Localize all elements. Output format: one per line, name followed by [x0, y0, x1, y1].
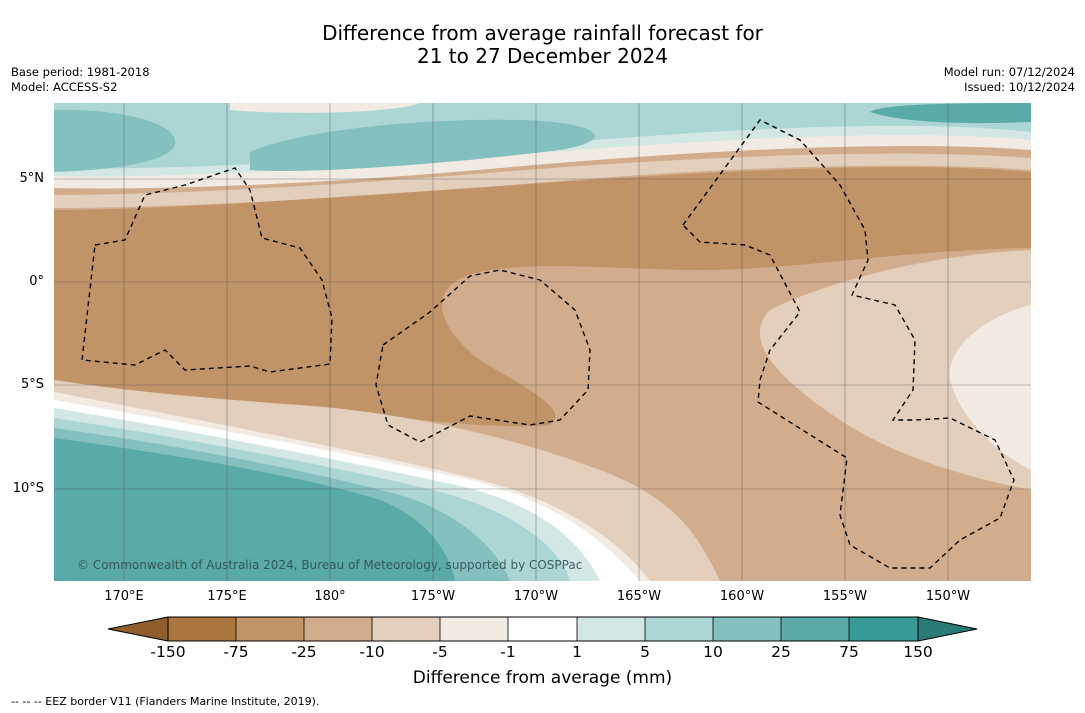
band-wet-anomaly-core	[949, 305, 1031, 470]
lon-label-150w: 150°W	[925, 589, 971, 604]
eez-kiribati-gilbert	[81, 167, 333, 373]
lat-label-5s: 5°S	[20, 377, 44, 392]
lon-label-180: 180°	[314, 589, 346, 604]
eez-line-islands	[682, 119, 1015, 569]
colorbar-tick-11: 75	[839, 643, 859, 661]
eez-borders	[81, 119, 1015, 569]
lon-label-175w: 175°W	[410, 589, 456, 604]
colorbar-tick-5: -5	[432, 643, 448, 661]
graticule	[54, 103, 1031, 581]
meta-right: Model run: 07/12/2024 Issued: 10/12/2024	[944, 65, 1075, 95]
meta-left: Base period: 1981-2018 Model: ACCESS-S2	[11, 65, 150, 95]
lon-label-170w: 170°W	[513, 589, 559, 604]
issued-date: Issued: 10/12/2024	[964, 80, 1075, 94]
colorbar-title: Difference from average (mm)	[412, 668, 673, 688]
colorbar-tick-12: 150	[903, 643, 933, 661]
lat-label-10s: 10°S	[12, 481, 44, 496]
colorbar-tick-7: 1	[572, 643, 582, 661]
copyright-notice: © Commonwealth of Australia 2024, Bureau…	[77, 558, 583, 572]
rainfall-field	[54, 103, 1031, 581]
lat-label-5n: 5°N	[19, 171, 45, 186]
colorbar-tick-9: 10	[703, 643, 723, 661]
band-north-cream	[230, 103, 420, 113]
lon-label-155w: 155°W	[822, 589, 868, 604]
lon-label-170e: 170°E	[104, 589, 144, 604]
colorbar-tick-3: -25	[291, 643, 317, 661]
band-north-teal-dark	[870, 103, 1031, 124]
eez-phoenix-islands	[375, 269, 591, 443]
map-title: Difference from average rainfall forecas…	[0, 22, 1085, 68]
title-line-1: Difference from average rainfall forecas…	[322, 21, 763, 45]
colorbar-tick-8: 5	[640, 643, 650, 661]
eez-footnote: -- -- -- EEZ border V11 (Flanders Marine…	[11, 695, 320, 708]
band-dry-dark	[54, 167, 1031, 427]
colorbar-tick-1: -150	[150, 643, 186, 661]
band-south-teal-dark	[54, 438, 455, 581]
band-wet-anomaly-lt	[759, 250, 1031, 490]
band-north-teal	[54, 109, 595, 172]
lon-label-160w: 160°W	[719, 589, 765, 604]
model-name: Model: ACCESS-S2	[11, 80, 118, 94]
colorbar-tick-6: -1	[500, 643, 516, 661]
lon-label-175e: 175°E	[207, 589, 247, 604]
colorbar-tick-4: -10	[359, 643, 385, 661]
title-line-2: 21 to 27 December 2024	[416, 44, 668, 68]
band-north-tan	[54, 153, 1031, 208]
model-run: Model run: 07/12/2024	[943, 65, 1075, 79]
base-period: Base period: 1981-2018	[11, 65, 150, 79]
lon-label-165w: 165°W	[616, 589, 662, 604]
colorbar-tick-10: 25	[771, 643, 791, 661]
lat-label-0: 0°	[29, 274, 44, 289]
colorbar-tick-2: -75	[223, 643, 249, 661]
